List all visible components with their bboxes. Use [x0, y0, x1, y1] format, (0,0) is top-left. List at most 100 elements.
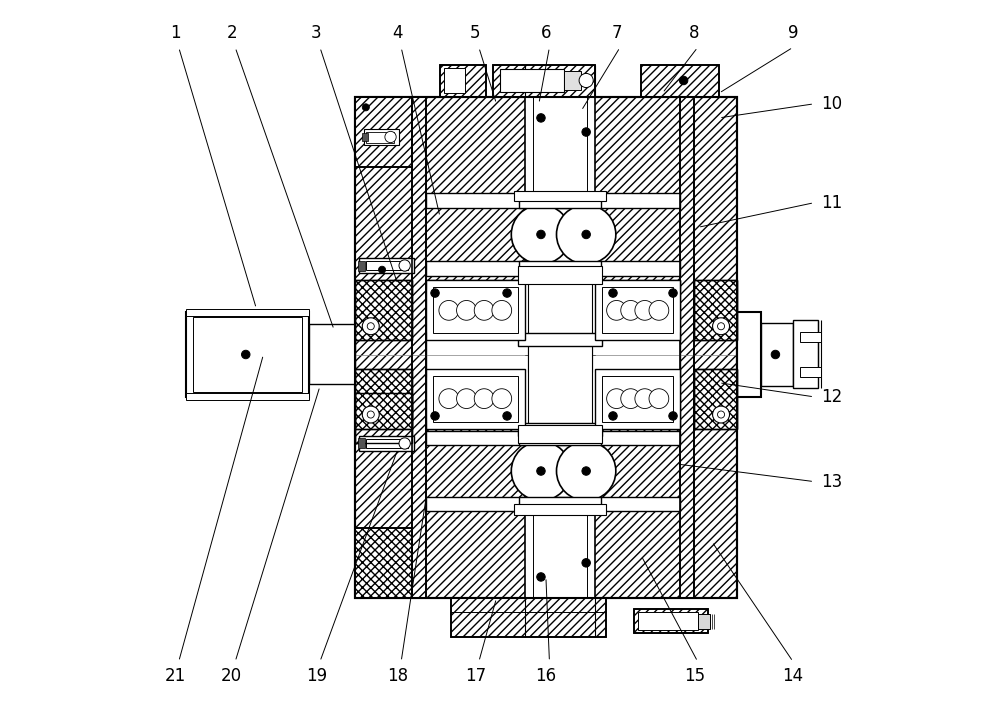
Circle shape [474, 301, 494, 320]
Text: 1: 1 [170, 24, 180, 42]
Circle shape [492, 301, 512, 320]
Text: 15: 15 [684, 667, 705, 685]
Bar [564, 72, 581, 90]
Bar [519, 193, 601, 208]
Bar [698, 614, 710, 628]
Bar [440, 65, 486, 96]
Circle shape [474, 389, 494, 408]
Bar [451, 598, 606, 637]
Bar [519, 261, 601, 276]
Bar [355, 280, 412, 340]
Circle shape [621, 301, 641, 320]
Bar [355, 96, 737, 598]
Text: 14: 14 [783, 667, 804, 685]
Bar [518, 425, 602, 443]
Circle shape [492, 389, 512, 408]
Bar [634, 609, 708, 633]
Bar [514, 504, 606, 515]
Text: 13: 13 [821, 473, 843, 491]
Circle shape [635, 389, 655, 408]
Circle shape [582, 230, 590, 239]
Bar [359, 258, 414, 273]
Text: 10: 10 [821, 95, 842, 113]
Text: 18: 18 [387, 667, 408, 685]
Circle shape [718, 323, 725, 330]
Bar [358, 438, 365, 448]
Bar [595, 369, 680, 429]
Bar [493, 65, 595, 96]
Bar [433, 287, 518, 333]
Text: 11: 11 [821, 194, 843, 212]
Text: 2: 2 [226, 24, 237, 42]
Bar [641, 65, 719, 96]
Bar [588, 280, 680, 429]
Bar [800, 367, 821, 377]
Bar [355, 393, 412, 443]
Circle shape [579, 74, 593, 87]
Bar [451, 598, 606, 637]
Circle shape [439, 301, 459, 320]
Circle shape [503, 412, 511, 420]
Circle shape [537, 113, 545, 122]
Circle shape [503, 289, 511, 297]
Bar [355, 96, 412, 167]
Bar [355, 393, 412, 443]
Bar [793, 320, 818, 389]
Bar [602, 376, 673, 422]
Bar [514, 191, 606, 201]
Circle shape [537, 573, 545, 581]
Circle shape [367, 323, 374, 330]
Circle shape [582, 559, 590, 567]
Circle shape [621, 389, 641, 408]
Bar [186, 393, 309, 401]
Bar [426, 280, 525, 340]
Bar [358, 261, 365, 271]
Bar [694, 369, 737, 429]
Bar [737, 312, 761, 397]
Bar [634, 609, 708, 633]
Bar [355, 96, 412, 167]
Circle shape [367, 411, 374, 418]
Circle shape [399, 260, 410, 271]
Circle shape [582, 128, 590, 136]
Circle shape [379, 266, 386, 273]
Bar [761, 323, 793, 386]
Circle shape [556, 205, 616, 264]
Circle shape [582, 467, 590, 475]
Bar [528, 278, 592, 435]
Bar [362, 133, 368, 141]
Text: 6: 6 [541, 24, 551, 42]
Bar [355, 96, 737, 598]
Circle shape [635, 301, 655, 320]
Bar [359, 436, 414, 451]
Circle shape [439, 389, 459, 408]
Circle shape [537, 467, 545, 475]
Bar [694, 280, 737, 340]
Bar [426, 280, 532, 429]
Bar [641, 65, 719, 96]
Text: 20: 20 [221, 667, 242, 685]
Text: 8: 8 [689, 24, 699, 42]
Bar [519, 497, 601, 511]
Bar [193, 317, 302, 392]
Bar [426, 193, 680, 208]
Text: 16: 16 [535, 667, 556, 685]
Bar [412, 96, 426, 598]
Circle shape [556, 442, 616, 501]
Bar [309, 324, 355, 384]
Bar [500, 69, 564, 92]
Bar [186, 308, 309, 316]
Circle shape [607, 389, 626, 408]
Bar [355, 280, 412, 340]
Circle shape [511, 205, 571, 264]
Circle shape [649, 301, 669, 320]
Circle shape [362, 406, 379, 423]
Text: 4: 4 [392, 24, 403, 42]
Bar [800, 332, 821, 342]
Bar [444, 69, 465, 93]
Circle shape [457, 301, 476, 320]
Bar [440, 65, 486, 96]
Text: 7: 7 [611, 24, 622, 42]
Bar [426, 497, 680, 511]
Circle shape [242, 350, 250, 359]
